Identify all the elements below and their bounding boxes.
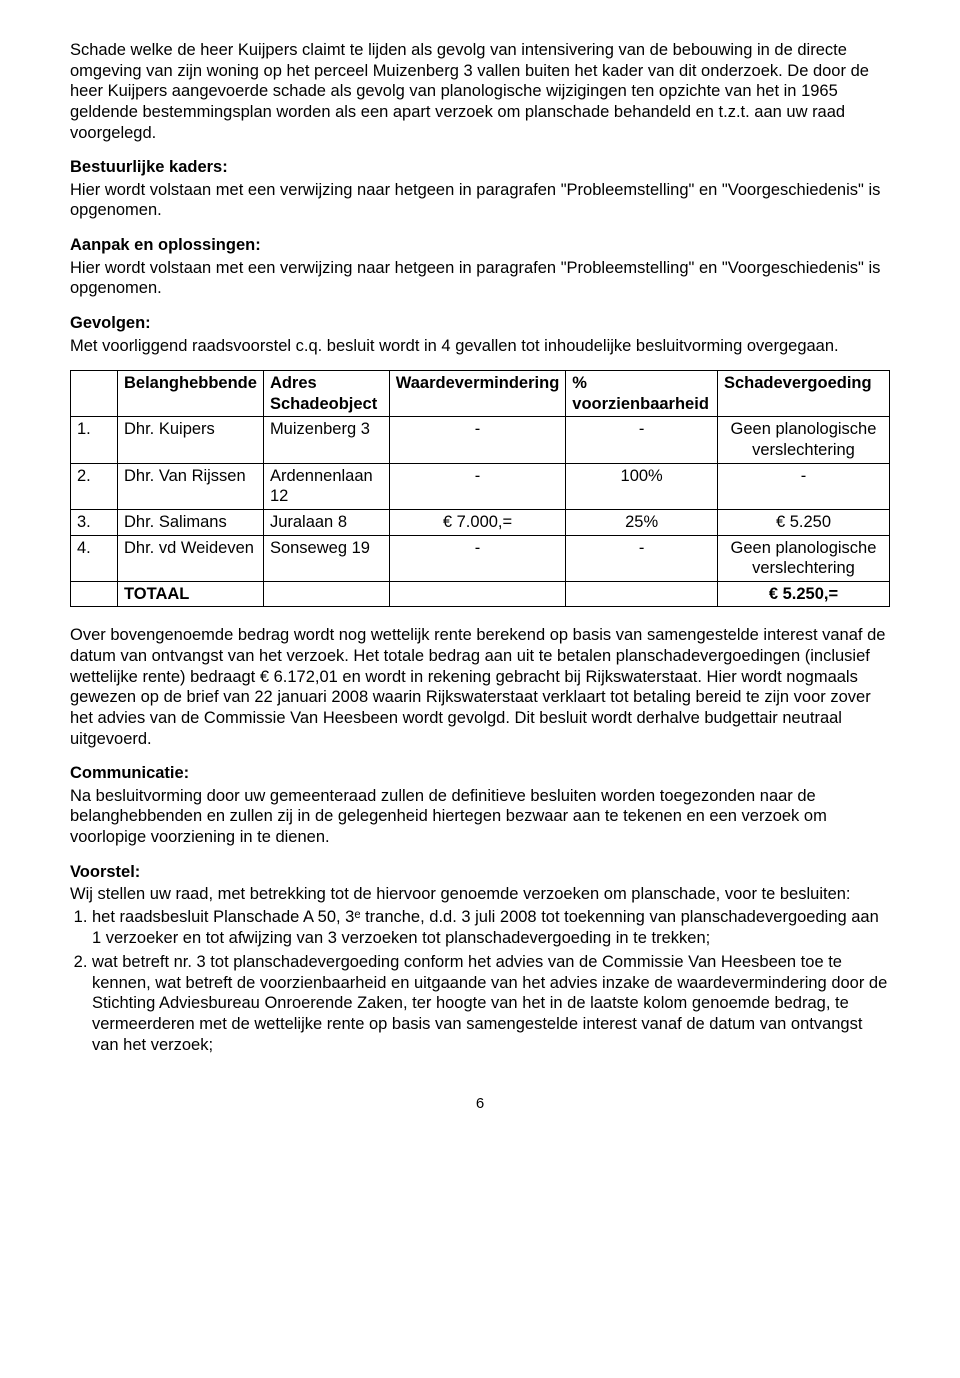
cell-waarde: -: [389, 535, 566, 581]
cell-belang: Dhr. Kuipers: [118, 417, 264, 463]
col-belanghebbende: Belanghebbende: [118, 371, 264, 417]
cell-num: 1.: [71, 417, 118, 463]
cell-schade: Geen planologische verslechtering: [717, 417, 889, 463]
cell-empty: [71, 581, 118, 607]
cell-empty: [566, 581, 718, 607]
table-total-row: TOTAAL € 5.250,=: [71, 581, 890, 607]
cell-total-label: TOTAAL: [118, 581, 264, 607]
cell-schade: € 5.250: [717, 509, 889, 535]
cell-waarde: € 7.000,=: [389, 509, 566, 535]
page-number: 6: [70, 1095, 890, 1114]
heading-aanpak: Aanpak en oplossingen:: [70, 235, 890, 256]
cell-voorzien: -: [566, 417, 718, 463]
table-row: 4. Dhr. vd Weideven Sonseweg 19 - - Geen…: [71, 535, 890, 581]
paragraph-bestuurlijke: Hier wordt volstaan met een verwijzing n…: [70, 180, 890, 221]
table-row: 2. Dhr. Van Rijssen Ardennenlaan 12 - 10…: [71, 463, 890, 509]
cell-adres: Ardennenlaan 12: [263, 463, 389, 509]
cell-total-value: € 5.250,=: [717, 581, 889, 607]
besluit-item: het raadsbesluit Planschade A 50, 3ᵉ tra…: [92, 907, 890, 948]
col-waarde: Waardevermindering: [389, 371, 566, 417]
table-header-row: Belanghebbende Adres Schadeobject Waarde…: [71, 371, 890, 417]
paragraph-intro: Schade welke de heer Kuijpers claimt te …: [70, 40, 890, 143]
schade-table: Belanghebbende Adres Schadeobject Waarde…: [70, 370, 890, 607]
cell-num: 2.: [71, 463, 118, 509]
heading-voorstel: Voorstel:: [70, 862, 890, 883]
cell-schade: -: [717, 463, 889, 509]
paragraph-communicatie: Na besluitvorming door uw gemeenteraad z…: [70, 786, 890, 848]
cell-belang: Dhr. Salimans: [118, 509, 264, 535]
cell-adres: Sonseweg 19: [263, 535, 389, 581]
col-schade: Schadevergoeding: [717, 371, 889, 417]
total-label-text: TOTAAL: [124, 585, 189, 603]
cell-waarde: -: [389, 417, 566, 463]
cell-schade: Geen planologische verslechtering: [717, 535, 889, 581]
cell-voorzien: 25%: [566, 509, 718, 535]
cell-num: 3.: [71, 509, 118, 535]
besluit-item: wat betreft nr. 3 tot planschadevergoedi…: [92, 952, 890, 1055]
heading-communicatie: Communicatie:: [70, 763, 890, 784]
cell-voorzien: 100%: [566, 463, 718, 509]
paragraph-aanpak: Hier wordt volstaan met een verwijzing n…: [70, 258, 890, 299]
paragraph-gevolgen: Met voorliggend raadsvoorstel c.q. beslu…: [70, 336, 890, 357]
cell-voorzien: -: [566, 535, 718, 581]
heading-bestuurlijke: Bestuurlijke kaders:: [70, 157, 890, 178]
cell-belang: Dhr. vd Weideven: [118, 535, 264, 581]
page-container: Schade welke de heer Kuijpers claimt te …: [0, 0, 960, 1154]
cell-empty: [389, 581, 566, 607]
table-row: 3. Dhr. Salimans Juralaan 8 € 7.000,= 25…: [71, 509, 890, 535]
besluit-list: het raadsbesluit Planschade A 50, 3ᵉ tra…: [92, 907, 890, 1055]
cell-adres: Juralaan 8: [263, 509, 389, 535]
cell-num: 4.: [71, 535, 118, 581]
col-voorzien: % voorzienbaarheid: [566, 371, 718, 417]
paragraph-over: Over bovengenoemde bedrag wordt nog wett…: [70, 625, 890, 749]
paragraph-voorstel-intro: Wij stellen uw raad, met betrekking tot …: [70, 884, 890, 905]
col-adres: Adres Schadeobject: [263, 371, 389, 417]
cell-empty: [263, 581, 389, 607]
cell-belang: Dhr. Van Rijssen: [118, 463, 264, 509]
table-row: 1. Dhr. Kuipers Muizenberg 3 - - Geen pl…: [71, 417, 890, 463]
total-value-text: € 5.250,=: [769, 585, 838, 603]
col-num: [71, 371, 118, 417]
cell-adres: Muizenberg 3: [263, 417, 389, 463]
cell-waarde: -: [389, 463, 566, 509]
heading-gevolgen: Gevolgen:: [70, 313, 890, 334]
